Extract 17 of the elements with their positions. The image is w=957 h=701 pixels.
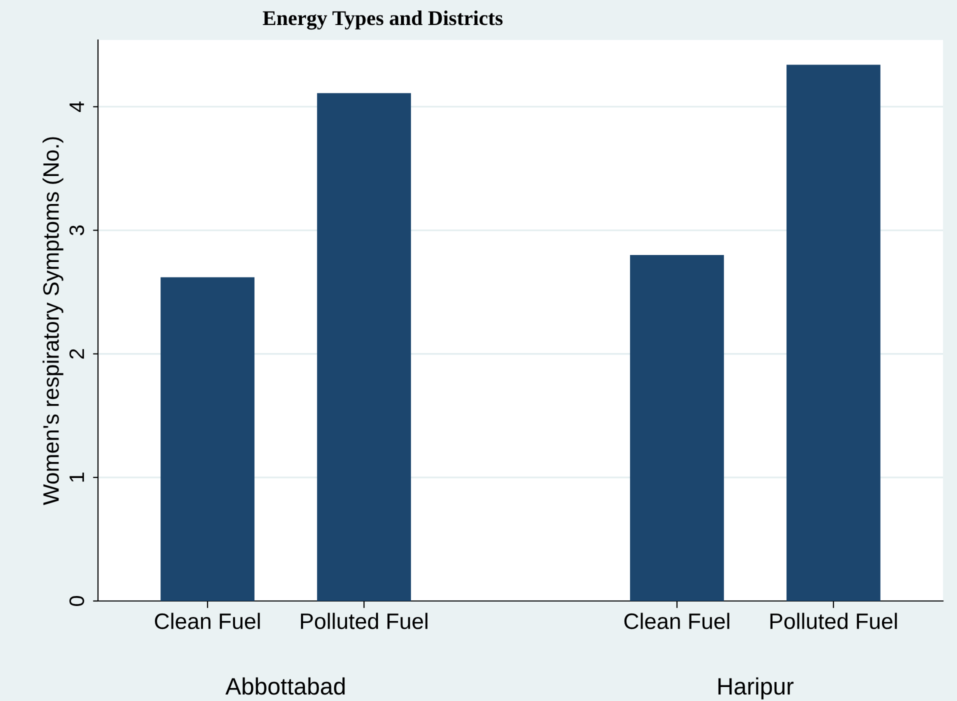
y-tick-label: 1 (70, 472, 84, 482)
chart-title: Energy Types and Districts (262, 10, 503, 30)
y-tick-label: 4 (70, 102, 84, 112)
bar (160, 277, 254, 601)
text: Haripur (718, 677, 794, 700)
text: Abbottabad (225, 677, 345, 695)
y-tick-label: 3 (69, 225, 84, 236)
bar (630, 255, 724, 601)
y-tick-label: 2 (69, 349, 84, 359)
bar (786, 64, 880, 601)
x-tick-label: Clean Fuel (154, 612, 260, 630)
y-axis-title: Women's respiratory Symptoms (No.) (42, 137, 64, 506)
x-tick-label: Polluted Fuel (300, 612, 428, 630)
x-tick-label: Polluted Fuel (770, 612, 897, 630)
y-tick-label: 0 (69, 596, 84, 606)
bar (317, 93, 411, 601)
x-tick-label: Clean Fuel (624, 612, 730, 630)
